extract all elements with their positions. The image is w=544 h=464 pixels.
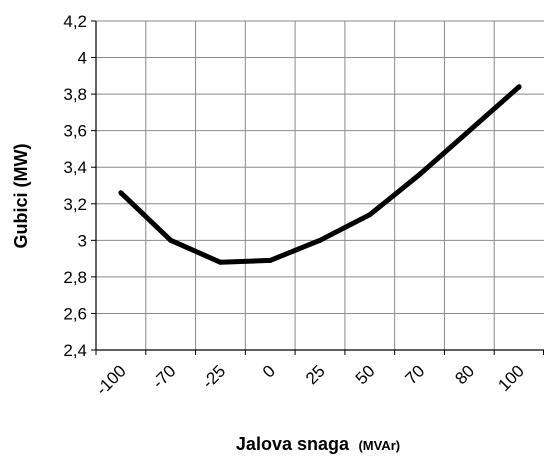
x-tick-label: -25 xyxy=(198,361,229,392)
x-tick-label: 100 xyxy=(494,361,527,394)
y-tick-label: 3,4 xyxy=(63,158,87,177)
series xyxy=(118,84,522,265)
x-tick-label: 0 xyxy=(259,361,279,381)
y-tick-label: 2,8 xyxy=(63,268,87,287)
data-point xyxy=(367,212,373,218)
x-axis-title-group: Jalova snaga (MVAr) xyxy=(236,434,400,454)
x-tick-label: 25 xyxy=(302,361,329,388)
y-tick-label: 3,8 xyxy=(63,85,87,104)
data-point xyxy=(417,172,423,178)
x-axis-unit: (MVAr) xyxy=(358,438,400,453)
data-point xyxy=(516,84,522,90)
x-tick-labels: -100 -70 -25 0 25 50 70 80 100 xyxy=(92,361,528,398)
y-tick-label: 3,6 xyxy=(63,122,87,141)
x-tick-label: 50 xyxy=(352,361,379,388)
axes xyxy=(91,20,544,355)
y-axis-title: Gubici (MW) xyxy=(11,144,31,249)
y-tick-label: 3 xyxy=(78,231,87,250)
y-tick-label: 4 xyxy=(78,49,87,68)
y-tick-label: 2,6 xyxy=(63,304,87,323)
x-axis-title: Jalova snaga xyxy=(236,434,350,454)
y-tick-labels: 2,4 2,6 2,8 3 3,2 3,4 3,6 3,8 4 4,2 xyxy=(63,12,87,360)
data-point xyxy=(217,259,223,265)
x-tick-label: 80 xyxy=(451,361,478,388)
data-point xyxy=(267,257,273,263)
data-point xyxy=(168,237,174,243)
y-tick-label: 4,2 xyxy=(63,12,87,31)
grid xyxy=(96,20,544,350)
data-point xyxy=(466,128,472,134)
y-tick-label: 2,4 xyxy=(63,341,87,360)
data-point xyxy=(118,190,124,196)
x-tick-label: 70 xyxy=(402,361,429,388)
y-tick-label: 3,2 xyxy=(63,195,87,214)
x-tick-label: -100 xyxy=(92,361,129,398)
x-tick-label: -70 xyxy=(149,361,180,392)
series-line xyxy=(119,84,521,265)
data-point xyxy=(317,237,323,243)
